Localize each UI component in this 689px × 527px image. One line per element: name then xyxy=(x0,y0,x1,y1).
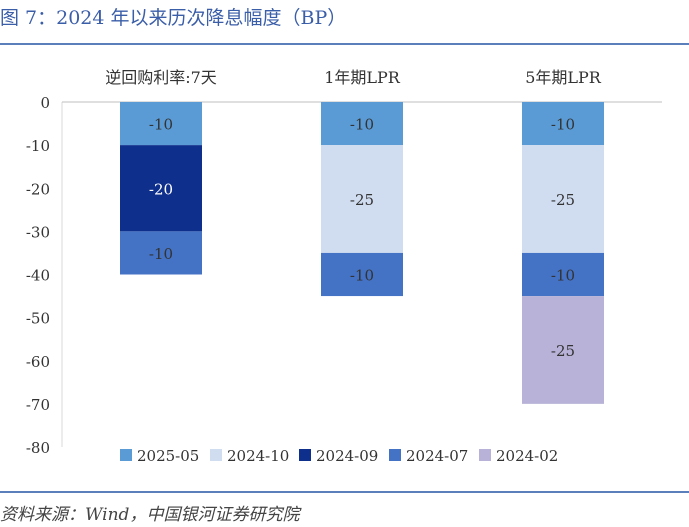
category-label: 5年期LPR xyxy=(525,68,602,87)
title-divider xyxy=(0,43,689,45)
legend-swatch xyxy=(210,449,222,461)
legend-label: 2025-05 xyxy=(137,447,199,465)
y-tick-label: -50 xyxy=(26,310,50,328)
bar-data-label: -20 xyxy=(149,180,173,198)
legend-swatch xyxy=(120,449,132,461)
bar-segment xyxy=(522,102,604,146)
legend-label: 2024-07 xyxy=(406,447,468,465)
bar-data-label: -10 xyxy=(149,116,173,134)
y-tick-label: -60 xyxy=(26,353,50,371)
bar-data-label: -10 xyxy=(350,116,374,134)
legend: 2025-05 2024-10 2024-09 2024-07 2024-02 xyxy=(120,447,558,465)
legend-label: 2024-10 xyxy=(227,447,289,465)
legend-swatch xyxy=(479,449,491,461)
bar-segment xyxy=(522,145,604,253)
bar-data-label: -10 xyxy=(551,267,575,285)
y-tick-label: 0 xyxy=(40,94,50,112)
bar-segment xyxy=(120,231,202,275)
bar-data-label: -10 xyxy=(149,245,173,263)
bar-segment xyxy=(321,102,403,146)
bar-segment xyxy=(522,296,604,404)
y-tick-label: -70 xyxy=(26,396,50,414)
bar-data-label: -25 xyxy=(551,342,575,360)
bar-segment xyxy=(120,102,202,146)
legend-swatch xyxy=(389,449,401,461)
source-note: 资料来源：Wind，中国银河证券研究院 xyxy=(0,505,300,525)
bar-data-label: -10 xyxy=(350,267,374,285)
y-tick-label: -20 xyxy=(26,180,50,198)
bar-segments xyxy=(120,102,604,404)
bar-segment xyxy=(120,145,202,232)
bar-data-label: -10 xyxy=(551,116,575,134)
legend-label: 2024-09 xyxy=(316,447,378,465)
bar-data-labels: -10 -20 -10 -10 -25 -10 -10 -25 -10 -25 xyxy=(149,116,575,360)
bar-segment xyxy=(321,145,403,253)
category-labels: 逆回购利率:7天 1年期LPR 5年期LPR xyxy=(105,68,602,87)
bar-segment xyxy=(522,252,604,297)
y-tick-label: -80 xyxy=(26,439,50,457)
legend-label: 2024-02 xyxy=(496,447,558,465)
chart-area: 0 -10 -20 -30 -40 -50 -60 -70 -80 逆回购利率:7天 1年期LPR… xyxy=(26,68,662,465)
chart-title: 图 7：2024 年以来历次降息幅度（BP） xyxy=(0,7,347,29)
bar-data-label: -25 xyxy=(551,191,575,209)
y-tick-labels: 0 -10 -20 -30 -40 -50 -60 -70 -80 xyxy=(26,94,50,457)
y-tick-label: -30 xyxy=(26,223,50,241)
legend-swatch xyxy=(299,449,311,461)
y-tick-label: -40 xyxy=(26,267,50,285)
y-tick-label: -10 xyxy=(26,137,50,155)
bar-data-label: -25 xyxy=(350,191,374,209)
bar-segment xyxy=(321,252,403,297)
category-label: 1年期LPR xyxy=(324,68,401,87)
source-divider xyxy=(0,491,689,493)
category-label: 逆回购利率:7天 xyxy=(105,68,217,87)
